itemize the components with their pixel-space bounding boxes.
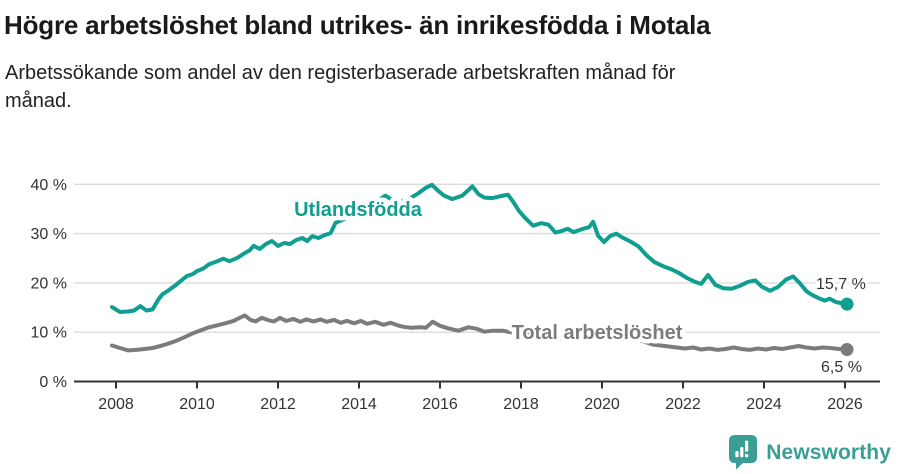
chart-title: Högre arbetslöshet bland utrikes- än inr… — [4, 10, 711, 40]
x-tick-label-2010: 2010 — [179, 396, 215, 413]
series-line-1 — [110, 313, 849, 353]
y-tick-label: 10 % — [31, 325, 67, 342]
x-tick-label-2018: 2018 — [503, 396, 539, 413]
brand-wordmark: Newsworthy — [766, 440, 891, 464]
series-label-0: Utlandsfödda — [294, 199, 423, 221]
x-tick-label-2020: 2020 — [584, 396, 620, 413]
x-tick-label-2022: 2022 — [665, 396, 701, 413]
y-tick-label: 40 % — [31, 177, 67, 194]
series-line-0 — [110, 182, 849, 314]
chart-subtitle-line-1: Arbetssökande som andel av den registerb… — [5, 61, 676, 84]
x-tick-label-2014: 2014 — [341, 396, 377, 413]
series-end-value-label-0: 15,7 % — [816, 276, 866, 293]
series-end-value-label-1: 6,5 % — [821, 359, 862, 376]
series-label-1: Total arbetslöshet — [512, 322, 683, 344]
x-tick-label-2016: 2016 — [422, 396, 458, 413]
x-tick-label-2026: 2026 — [827, 396, 863, 413]
y-tick-label: 30 % — [31, 226, 67, 243]
brand-footer: Newsworthy — [728, 435, 891, 470]
series-end-dot-0 — [840, 297, 854, 311]
series-end-dot-1 — [840, 343, 854, 356]
newsworthy-logo-icon — [729, 435, 758, 470]
x-tick-label-2024: 2024 — [746, 396, 782, 413]
x-tick-label-2012: 2012 — [260, 396, 296, 413]
newsworthy-logo-link[interactable]: Newsworthy — [728, 435, 891, 470]
chart-subtitle-line-2: månad. — [5, 89, 72, 112]
chart-subtitle: Arbetssökande som andel av den registerb… — [0, 42, 900, 116]
y-tick-label: 20 % — [31, 275, 67, 292]
x-tick-label-2008: 2008 — [98, 396, 134, 413]
y-tick-label: 0 % — [39, 374, 67, 391]
